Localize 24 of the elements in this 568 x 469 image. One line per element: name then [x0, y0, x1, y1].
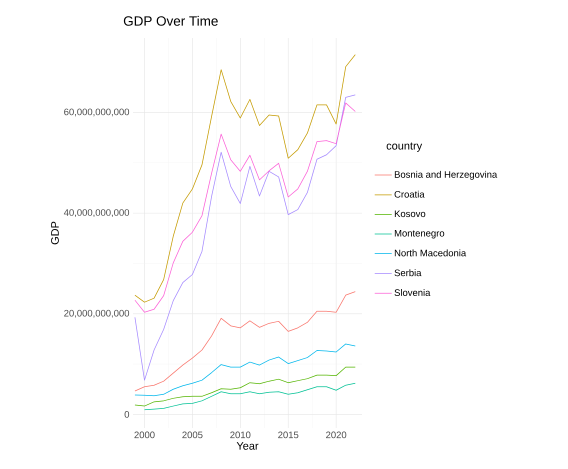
line-series: [134, 102, 356, 313]
y-tick-label: 0: [124, 411, 130, 418]
y-tick-label: 20,000,000,000: [64, 310, 130, 318]
legend-title: country: [386, 142, 422, 152]
x-tick-label: 2000: [134, 432, 155, 438]
y-tick-label: 60,000,000,000: [64, 108, 130, 116]
x-tick-label: 2005: [182, 432, 203, 438]
x-tick-label: 2015: [278, 432, 298, 438]
chart-title: GDP Over Time: [124, 16, 218, 26]
x-axis-title: Year: [236, 442, 258, 450]
legend-label: Kosovo: [394, 210, 426, 218]
legend-label: North Macedonia: [394, 249, 466, 256]
line-series: [134, 94, 356, 381]
x-tick-label: 2020: [326, 432, 346, 438]
legend-label: Montenegro: [394, 230, 444, 238]
y-axis-title: GDP: [51, 222, 59, 244]
legend-label: Serbia: [394, 269, 422, 276]
legend-label: Bosnia and Herzegovina: [394, 170, 498, 180]
y-tick-label: 40,000,000,000: [64, 209, 130, 218]
line-series: [134, 366, 356, 406]
legend-label: Croatia: [394, 190, 425, 198]
line-series: [134, 54, 356, 303]
x-tick-label: 2010: [230, 432, 250, 438]
legend-label: Slovenia: [394, 289, 430, 296]
